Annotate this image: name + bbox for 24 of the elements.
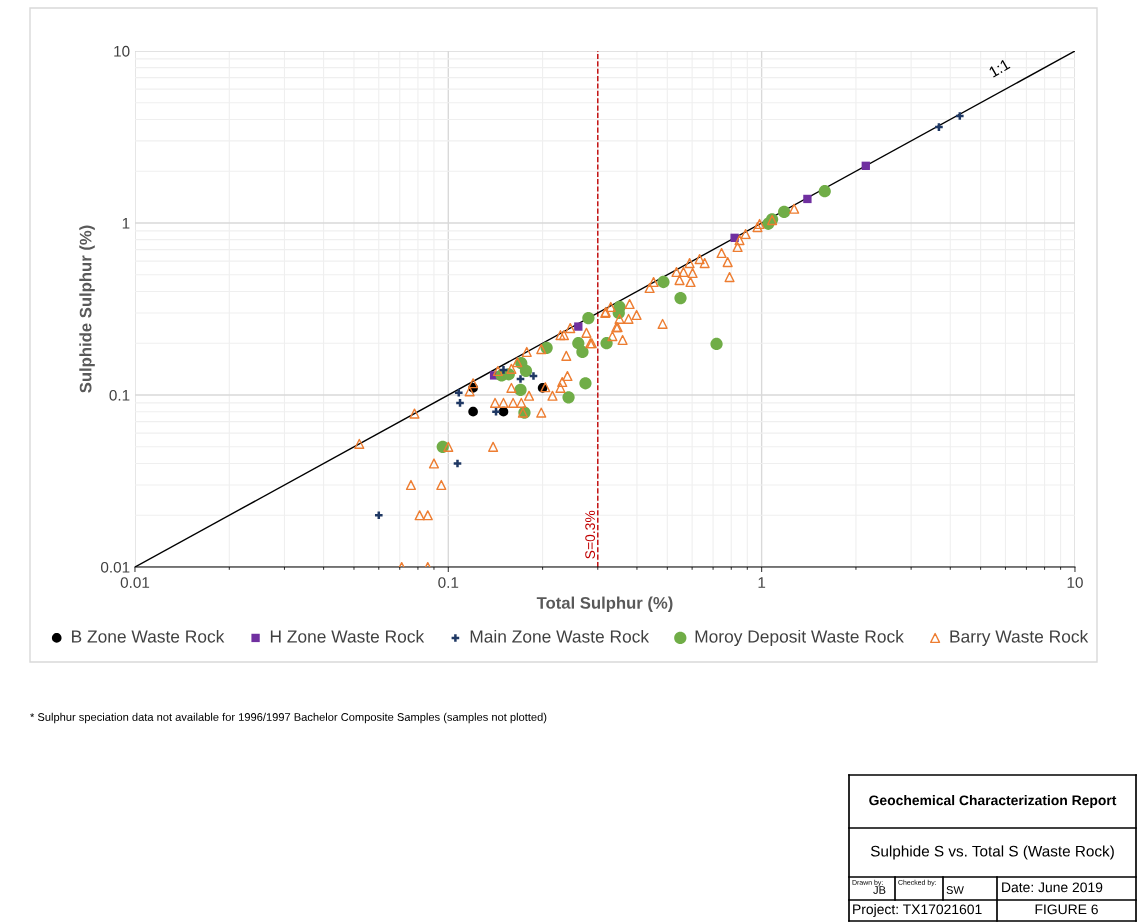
annotation: 1:1 — [988, 58, 1011, 78]
caption: FIGURE 6 — [1035, 904, 1098, 915]
legend-label: B Zone Waste Rock — [72, 629, 225, 643]
text: Date: June 2019 — [1002, 882, 1103, 893]
y-tick-label: 10 — [114, 45, 130, 57]
legend-label: Barry Waste Rock — [950, 629, 1089, 647]
legend-label: H Zone Waste Rock — [270, 629, 425, 643]
ref-line-label: S=0.3% — [585, 510, 596, 559]
y-axis-title: Sulphide Sulphur (%) — [79, 225, 95, 393]
y-tick-label: 0.1 — [109, 389, 130, 401]
text: Sulphide S vs. Total S (Waste Rock) — [870, 845, 1114, 860]
text: SW — [946, 886, 964, 894]
y-tick-label: 1 — [122, 218, 130, 229]
text: Geochemical Characterization Report — [869, 795, 1117, 808]
text: Project: TX17021601 — [853, 904, 982, 917]
legend-label: Main Zone Waste Rock — [470, 629, 650, 643]
legend-label: Moroy Deposit Waste Rock — [695, 629, 904, 647]
text: * Sulphur speciation data not available for 1996/1997 Bachelor Composite Samples (samples not plotted) — [30, 712, 547, 724]
x-tick-label: 0.1 — [438, 577, 459, 588]
text: JB — [873, 886, 886, 894]
y-tick-label: 0.01 — [100, 561, 130, 573]
x-tick-label: 1 — [758, 577, 766, 588]
x-axis-title: Total Sulphur (%) — [536, 596, 673, 613]
x-tick-label: 10 — [1067, 577, 1083, 588]
